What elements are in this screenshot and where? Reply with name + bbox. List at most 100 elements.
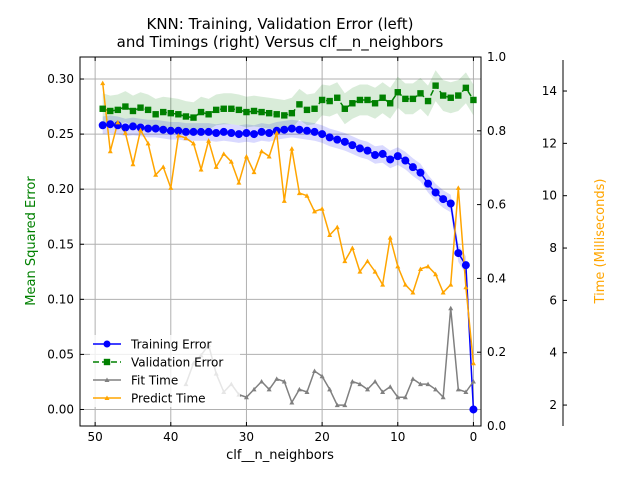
- predict-time-point-37: [380, 282, 386, 287]
- predict-time-point-21: [259, 148, 265, 154]
- training-error-point-7: [151, 124, 160, 133]
- fit-time-point-28: [312, 368, 318, 374]
- training-error-point-33: [348, 141, 357, 150]
- predict-time-point-48: [463, 284, 469, 290]
- predict-time-point-14: [206, 138, 212, 143]
- x-tick-label-4: 10: [390, 430, 405, 444]
- predict-time-point-25: [289, 146, 295, 151]
- fit-time-point-42: [417, 381, 423, 387]
- predict-time-point-11: [183, 135, 189, 141]
- legend-label-training-error: Training Error: [130, 338, 211, 352]
- predict-time-point-44: [433, 271, 439, 277]
- predict-time-point-0: [100, 80, 106, 86]
- training-error-point-43: [424, 179, 433, 188]
- legend-marker-training-error: [103, 340, 111, 348]
- fit-time-point-30: [327, 386, 333, 392]
- fit-time-point-22: [266, 386, 272, 392]
- validation-error-point-13: [197, 108, 205, 116]
- axes: 50 40 30 20 10 0 0.00 0.05 0.10 0.15 0.20 0.25 0.30 0…: [47, 50, 567, 444]
- validation-error-point-20: [250, 107, 258, 115]
- validation-error-point-1: [107, 107, 114, 115]
- predict-time-point-42: [417, 266, 423, 271]
- validation-error-point-37: [379, 94, 386, 101]
- y-left-tick-label-2: 0.10: [47, 292, 74, 306]
- fit-time-point-44: [433, 386, 439, 392]
- fit-time-point-24: [281, 379, 287, 384]
- fit-time-point-29: [319, 373, 325, 379]
- predict-time-point-10: [175, 133, 181, 138]
- legend-bg-fit-time: [90, 371, 240, 389]
- training-error-point-4: [128, 122, 137, 131]
- validation-error-point-41: [409, 95, 417, 103]
- y-right-tick-label-1: 0.2: [487, 345, 506, 359]
- predict-time-point-47: [455, 185, 461, 190]
- training-error-point-16: [219, 127, 228, 136]
- validation-error-point-45: [439, 92, 447, 99]
- predict-time-point-5: [138, 127, 144, 133]
- grid: [80, 57, 481, 426]
- y-right-tick-label-0: 0.0: [487, 419, 506, 433]
- validation-error-point-19: [243, 108, 250, 116]
- fit-time-point-43: [425, 381, 431, 387]
- predict-time-point-38: [387, 235, 393, 240]
- validation-error-point-8: [160, 108, 167, 116]
- legend-label-validation-error: Validation Error: [131, 356, 223, 370]
- predict-time-point-32: [342, 258, 348, 264]
- training-error-point-28: [310, 127, 319, 136]
- y-right-tick-label-5: 1.0: [487, 50, 506, 64]
- chart-title: KNN: Training, Validation Error (left)an…: [117, 15, 444, 52]
- training-error-point-41: [408, 163, 417, 172]
- legend-marker-validation-error: [103, 358, 111, 366]
- fit-time-point-35: [365, 386, 371, 392]
- training-error-point-12: [189, 127, 198, 136]
- predict-time-point-34: [357, 269, 363, 274]
- x-tick-label-5: 0: [470, 430, 478, 444]
- predict-time-point-31: [334, 224, 340, 230]
- training-error-point-38: [386, 155, 395, 164]
- validation-error-point-9: [167, 109, 174, 117]
- training-error-point-34: [355, 144, 364, 153]
- predict-time-point-28: [312, 208, 318, 214]
- validation-error-point-3: [122, 103, 129, 110]
- legend-marker-predict-time: [104, 395, 110, 400]
- validation-error-point-5: [137, 104, 144, 111]
- validation-error-point-29: [318, 96, 326, 104]
- validation-error-point-44: [432, 82, 439, 89]
- validation-error-point-24: [281, 112, 288, 119]
- validation-error-point-0: [99, 105, 106, 112]
- predict-time-point-17: [228, 159, 234, 164]
- training-error-point-17: [227, 129, 236, 138]
- y-right-tick-label-2: 0.4: [487, 271, 506, 285]
- predict-time-point-43: [425, 263, 431, 269]
- y-right-tick-label-3: 0.6: [487, 198, 506, 212]
- predict-time-point-40: [402, 282, 408, 287]
- predict-time-point-13: [198, 167, 204, 172]
- training-error-point-6: [144, 124, 153, 133]
- predict-time-point-26: [296, 190, 302, 196]
- fit-time-point-21: [259, 379, 265, 384]
- predict-time-point-46: [448, 282, 454, 287]
- predict-time-point-22: [266, 153, 272, 159]
- series-markers: [98, 80, 478, 414]
- validation-error-point-46: [447, 94, 454, 101]
- validation-error-point-32: [341, 105, 349, 112]
- validation-error-point-26: [296, 101, 303, 108]
- validation-error-point-10: [175, 111, 182, 118]
- y-left-tick-label-6: 0.30: [47, 72, 74, 86]
- validation-error-point-28: [311, 105, 318, 112]
- fit-time-point-48: [463, 389, 469, 394]
- validation-error-point-42: [417, 90, 424, 97]
- training-error-point-21: [257, 127, 266, 136]
- training-error-point-19: [242, 129, 251, 138]
- training-error-point-42: [416, 168, 425, 177]
- validation-error-band: [102, 70, 474, 133]
- x-tick-label-1: 40: [163, 430, 178, 444]
- predict-time-point-41: [410, 290, 416, 295]
- validation-error-point-25: [288, 109, 296, 117]
- predict-time-point-7: [153, 172, 159, 177]
- fit-time-point-31: [334, 402, 340, 408]
- y-left-tick-label-5: 0.25: [47, 127, 74, 141]
- validation-error-point-2: [114, 106, 122, 114]
- training-error-point-13: [197, 127, 206, 136]
- validation-error-point-14: [205, 111, 212, 118]
